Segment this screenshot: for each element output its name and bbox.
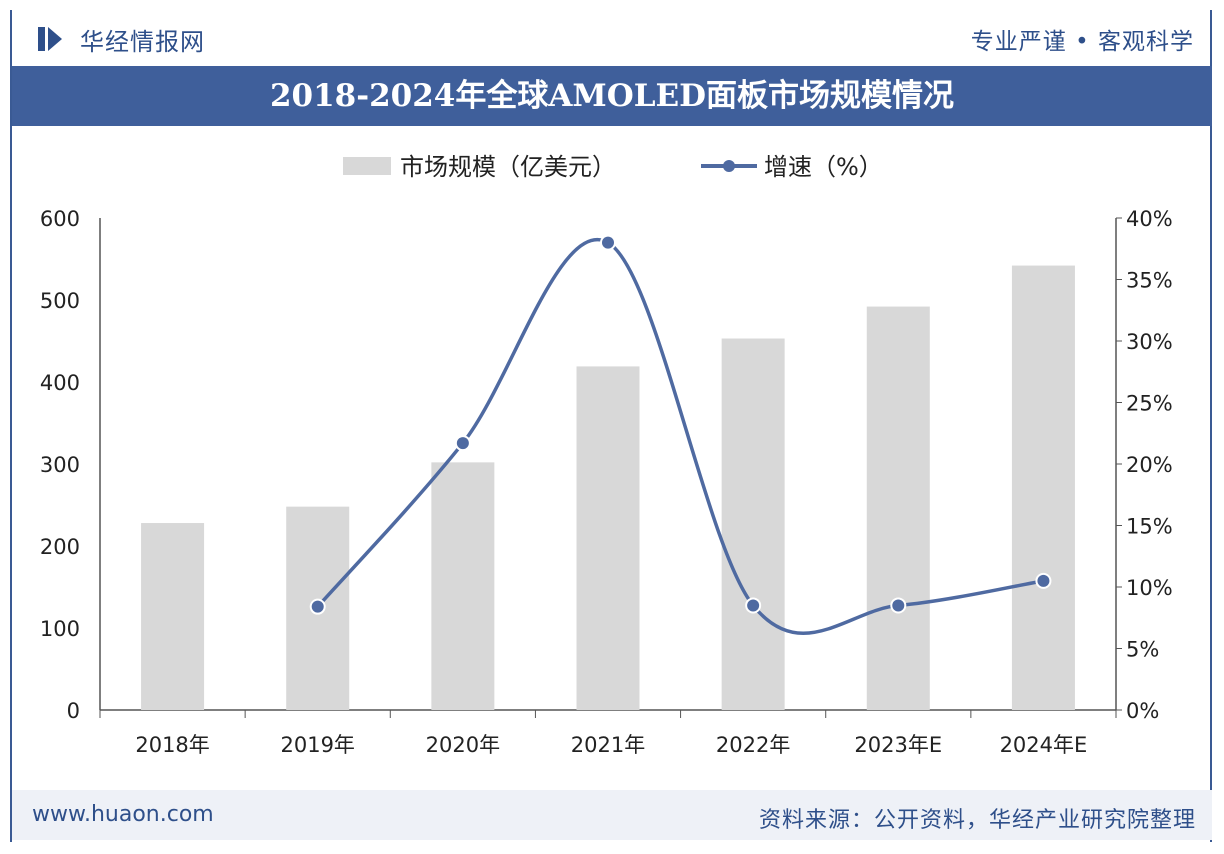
x-tick-label: 2020年 [426,733,500,757]
left-tick-label: 600 [40,207,80,231]
left-tick-label: 0 [67,699,80,723]
bar [1011,265,1075,710]
growth-point [311,600,324,613]
x-tick-label: 2021年 [571,733,645,757]
x-tick-label: 2019年 [280,733,354,757]
growth-line [309,234,1052,635]
growth-point [747,599,760,612]
bar [866,306,930,710]
bar [141,523,205,710]
source-note: 资料来源：公开资料，华经产业研究院整理 [758,808,1196,833]
x-tick-label: 2023年E [854,733,942,757]
x-tick-label: 2018年 [135,733,209,757]
chart-title: 2018-2024年全球AMOLED面板市场规模情况 [269,78,955,114]
right-tick-label: 40% [1126,207,1173,231]
right-tick-label: 20% [1126,453,1173,477]
growth-line-path [316,238,1044,635]
bar [721,338,785,710]
right-tick-label: 0% [1126,699,1159,723]
chart: 市场规模（亿美元） 增速（%） 0 100 200 300 400 500 600 0% 5% 1… [40,153,1173,757]
axes: 0 100 200 300 400 500 600 0% 5% 10% 15% 20% 25% 30% 35… [40,207,1173,723]
website-link[interactable]: www.huaon.com [32,802,214,827]
left-tick-label: 100 [40,617,80,641]
bars [141,265,1075,710]
growth-point [892,599,905,612]
right-tick-label: 30% [1126,330,1173,354]
growth-point [456,437,469,450]
legend-label-market-size: 市场规模（亿美元） [400,153,616,181]
top-bar: 华经情报网 专业严谨 • 客观科学 [0,0,1224,64]
legend-swatch-bar [343,157,391,175]
bar [431,462,495,710]
x-tick-label: 2024年E [1000,733,1088,757]
left-tick-label: 500 [40,289,80,313]
left-tick-label: 300 [40,453,80,477]
brand-name: 华经情报网 [80,28,205,56]
growth-point [1037,574,1050,587]
left-tick-label: 400 [40,371,80,395]
legend-swatch-marker [723,160,735,172]
growth-point [602,236,614,249]
right-tick-label: 10% [1126,576,1173,600]
legend: 市场规模（亿美元） 增速（%） [343,153,883,181]
slogan: 专业严谨 • 客观科学 [970,29,1194,55]
bar [576,366,640,710]
left-tick-label: 200 [40,535,80,559]
right-tick-label: 25% [1126,392,1173,416]
right-tick-label: 15% [1126,515,1173,539]
right-tick-label: 5% [1126,638,1159,662]
x-labels: 2018年 2019年 2020年 2021年 2022年 2023年E 2024年E [135,733,1087,757]
footer-bar [12,790,1212,840]
brand-logo-icon [38,27,62,51]
legend-label-growth: 增速（%） [764,153,883,181]
title-bar: 2018-2024年全球AMOLED面板市场规模情况 [12,66,1212,126]
x-tick-label: 2022年 [716,733,790,757]
right-tick-label: 35% [1126,269,1173,293]
